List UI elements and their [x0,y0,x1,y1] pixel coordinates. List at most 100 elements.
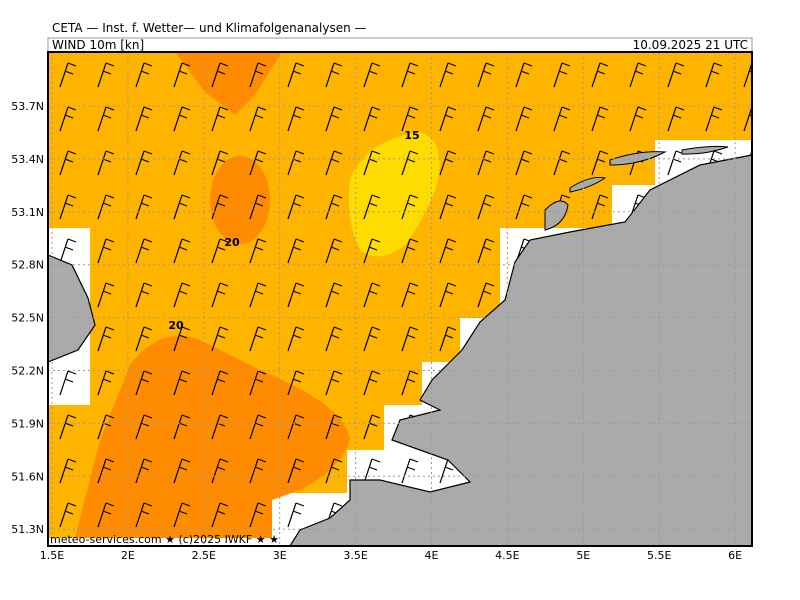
wind-barb [477,194,495,220]
contour-label: 20 [224,236,240,249]
wind-barb [325,282,343,308]
wind-barb [249,370,267,396]
wind-barb [515,150,533,176]
wind-barb [173,414,191,440]
wind-barb [59,238,77,264]
wind-barb [59,62,77,88]
lat-label: 52.8N [11,259,44,272]
lat-label: 51.3N [11,523,44,536]
wind-barb [667,106,685,132]
wind-barb [249,326,267,352]
wind-barb [211,62,229,88]
wind-barb [325,458,343,484]
wind-barb [287,282,305,308]
wind-barb [135,62,153,88]
land [48,254,96,363]
wind-barb [97,106,115,132]
wind-barb [439,194,457,220]
contour-label: 20 [168,319,184,332]
wind-barb [135,282,153,308]
wind-barb [439,62,457,88]
wind-20kn-area [175,52,282,115]
wind-barb [325,414,343,440]
wind-barb [439,150,457,176]
wind-barb [325,370,343,396]
wind-barb [249,62,267,88]
wind-barb [211,194,229,220]
wind-barb [401,238,419,264]
wind-barb [287,326,305,352]
wind-barb [477,62,495,88]
wind-barb [325,62,343,88]
wind-barb [515,62,533,88]
wind-barb [325,238,343,264]
lon-label: 1.5E [40,549,64,562]
wind-barb [59,194,77,220]
map-frame [47,51,753,547]
lon-label: 6E [728,549,742,562]
wind-barb [363,238,381,264]
wind-barb [287,502,305,528]
island [609,151,667,166]
wind-barb [173,106,191,132]
wind-barb [135,414,153,440]
lon-label: 3E [273,549,287,562]
wind-barb [743,62,752,88]
wind-barb [59,370,77,396]
wind-barb [59,502,77,528]
wind-barb [249,150,267,176]
wind-barb [287,458,305,484]
wind-barb [135,194,153,220]
wind-barb [287,106,305,132]
wind-barb [591,62,609,88]
wind-barb [515,194,533,220]
wind-barb [363,194,381,220]
wind-barb [173,458,191,484]
wind-barb [211,370,229,396]
wind-barb [325,106,343,132]
lat-label: 53.7N [11,100,44,113]
wind-barb [401,370,419,396]
wind-barb [287,150,305,176]
wind-barb [401,194,419,220]
wind-barb [553,106,571,132]
wind-barb [325,150,343,176]
wind-barb [211,282,229,308]
contour-label: 15 [404,129,419,142]
wind-barb [553,150,571,176]
wind-barb [97,238,115,264]
wind-barb [173,150,191,176]
wind-barb [439,326,457,352]
title: CETA — Inst. f. Wetter— und Klimafolgena… [52,21,367,35]
wind-barb [705,106,723,132]
wind-barb [211,238,229,264]
wind-barb [591,194,609,220]
wind-barb [135,458,153,484]
wind-barb [211,458,229,484]
wind-barb [439,282,457,308]
wind-barb [553,62,571,88]
footer: meteo-services.com ★ (c)2025 IWKF ★ ★ [50,533,279,546]
wind-barb [515,106,533,132]
island [544,200,569,231]
wind-barb [401,282,419,308]
wind-barb [135,502,153,528]
wind-barb [249,282,267,308]
wind-barb [173,502,191,528]
wind-barb [629,106,647,132]
wind-barb [97,326,115,352]
wind-barb [477,282,495,308]
wind-barb [363,414,381,440]
lon-label: 4E [425,549,439,562]
wind-barb [59,106,77,132]
wind-barb [477,106,495,132]
wind-barb [591,106,609,132]
wind-barb [97,458,115,484]
wind-barb [363,370,381,396]
wind-barb [97,194,115,220]
lat-label: 52.2N [11,365,44,378]
wind-barb [249,194,267,220]
wind-barb [363,326,381,352]
